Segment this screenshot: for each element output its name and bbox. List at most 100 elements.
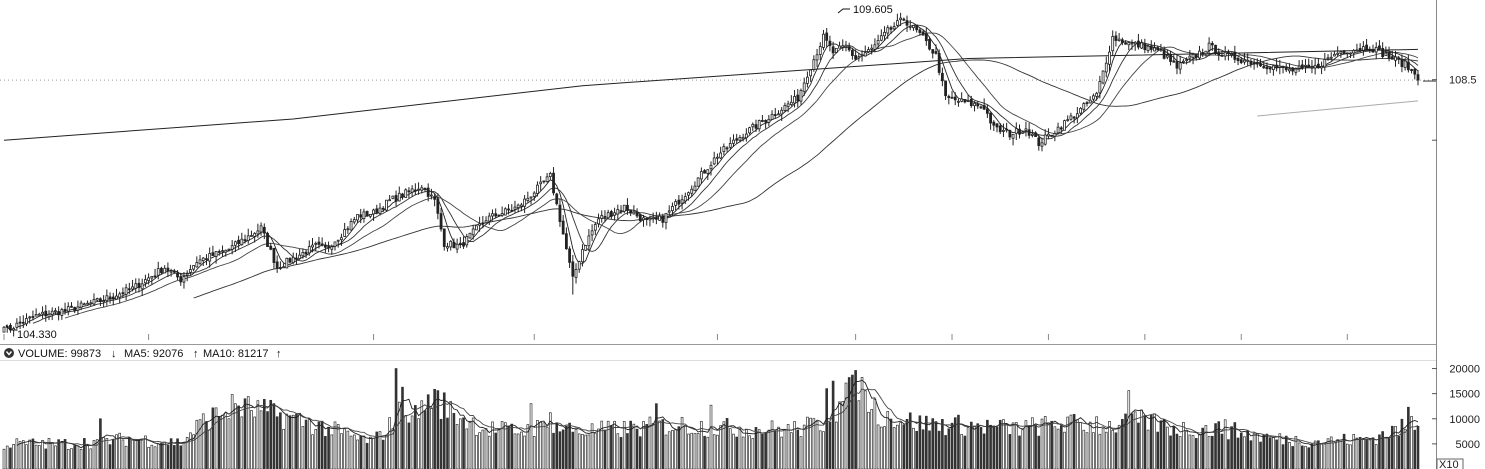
candle-body: [1021, 131, 1025, 134]
volume-bar: [581, 434, 584, 469]
volume-bar: [1394, 425, 1397, 469]
candle-body: [2, 326, 6, 333]
volume-bar: [642, 421, 645, 469]
candle-body: [1127, 42, 1131, 46]
candle-body: [593, 224, 597, 231]
candle-body: [809, 69, 813, 77]
volume-bar: [442, 392, 446, 469]
candle-body: [780, 109, 784, 115]
candle-body: [584, 245, 588, 251]
low-price-label: 104.330: [17, 329, 57, 341]
volume-bar: [1339, 441, 1343, 469]
volume-bar: [1056, 428, 1060, 469]
candle-body: [1008, 130, 1012, 138]
volume-bar: [1198, 434, 1201, 469]
candle-body: [1117, 38, 1121, 41]
candle-body: [285, 257, 289, 269]
volume-bar: [1281, 444, 1285, 469]
volume-bar: [1207, 436, 1211, 469]
candlestick-series: [2, 12, 1420, 337]
collapse-icon[interactable]: [4, 348, 14, 358]
volume-bar: [1342, 433, 1346, 469]
low-marker: [5, 324, 16, 331]
candle-body: [1316, 63, 1320, 69]
volume-bar: [854, 370, 857, 469]
volume-bar: [1230, 426, 1233, 469]
volume-y-axis: 20000 15000 10000 5000: [1432, 364, 1480, 451]
ma10-legend-arrow: ↑: [276, 348, 282, 360]
candle-body: [513, 206, 517, 210]
candle-body: [131, 286, 134, 290]
volume-bar: [465, 428, 469, 469]
candle-body: [1050, 134, 1054, 137]
candle-body: [491, 213, 494, 217]
candle-body: [1361, 46, 1365, 51]
candle-body: [365, 211, 369, 217]
candle-body: [867, 49, 870, 53]
volume-bar: [616, 433, 620, 469]
volume-bar: [860, 377, 864, 469]
candle-body: [995, 123, 999, 128]
volume-bar: [764, 432, 767, 469]
candle-body: [1239, 59, 1243, 64]
candle-body: [642, 217, 645, 221]
volume-bar: [645, 424, 649, 469]
candle-body: [311, 244, 314, 248]
candle-body: [430, 194, 433, 197]
volume-bar: [185, 436, 189, 469]
volume-bar: [1407, 406, 1410, 469]
candle-body: [60, 309, 64, 316]
volume-tick-label: 5000: [1456, 439, 1480, 451]
volume-bar: [481, 429, 485, 469]
candle-body: [507, 208, 510, 211]
volume-bar: [812, 418, 816, 469]
volume-bar: [307, 419, 311, 469]
candle-body: [246, 235, 250, 241]
candle-body: [1185, 59, 1189, 61]
volume-bar: [1069, 414, 1073, 469]
volume-bar: [156, 443, 160, 469]
volume-bar: [1146, 429, 1150, 469]
volume-bar: [606, 420, 610, 469]
candle-body: [269, 245, 273, 250]
volume-bar: [880, 426, 883, 469]
candle-body: [66, 306, 70, 312]
candle-body: [1365, 44, 1368, 51]
volume-bar: [828, 421, 832, 469]
volume-bar: [735, 436, 739, 469]
volume-bar: [918, 415, 922, 469]
volume-bar: [619, 437, 623, 469]
candle-body: [1345, 52, 1349, 55]
candle-body: [1284, 66, 1288, 71]
candle-body: [442, 228, 446, 247]
candle-body: [108, 296, 112, 299]
volume-bar: [179, 445, 183, 469]
candle-body: [1159, 48, 1163, 51]
candle-body: [455, 243, 459, 250]
volume-bar: [1378, 434, 1381, 469]
candle-body: [767, 118, 771, 123]
volume-bar: [536, 420, 539, 469]
volume-bar: [99, 418, 102, 469]
candle-body: [349, 221, 353, 231]
candle-body: [741, 136, 745, 140]
candle-body: [420, 187, 424, 191]
candle-body: [626, 204, 629, 211]
candle-body: [1374, 46, 1378, 53]
candle-body: [330, 246, 334, 250]
volume-bar: [838, 401, 841, 469]
time-axis-ticks: [3, 334, 1348, 340]
volume-bar: [1194, 438, 1198, 469]
candle-body: [1355, 49, 1359, 52]
candle-body: [503, 208, 507, 216]
volume-bar: [976, 423, 980, 469]
volume-bar: [369, 436, 372, 469]
volume-bar: [1233, 422, 1237, 469]
volume-bar: [963, 435, 967, 469]
candle-body: [751, 123, 755, 128]
volume-bar: [870, 409, 873, 469]
candle-body: [516, 204, 520, 209]
volume-bar: [1252, 432, 1256, 469]
candle-body: [1384, 52, 1388, 57]
volume-bar: [214, 407, 218, 469]
